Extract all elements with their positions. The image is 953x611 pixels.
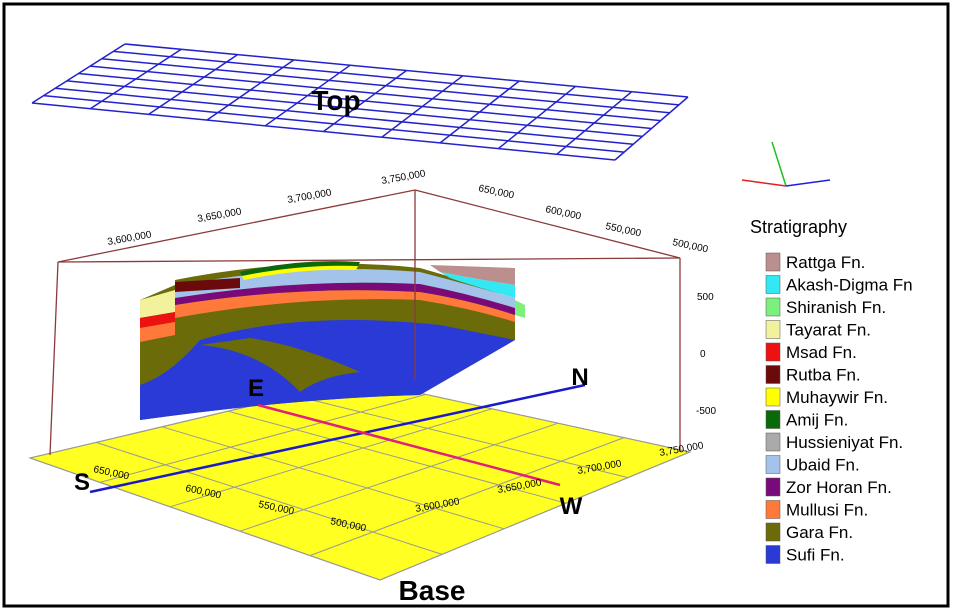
- legend-swatch: [766, 388, 780, 406]
- compass-w: W: [560, 493, 583, 520]
- legend-label: Sufi Fn.: [786, 546, 845, 565]
- compass-n: N: [571, 364, 588, 391]
- legend-label: Rattga Fn.: [786, 253, 865, 272]
- legend-swatch: [766, 366, 780, 384]
- legend-swatch: [766, 433, 780, 451]
- legend-label: Zor Horan Fn.: [786, 478, 892, 497]
- axis-label: 500: [697, 292, 714, 303]
- axis-label: 0: [700, 349, 706, 360]
- legend-swatch: [766, 321, 780, 339]
- legend-label: Amij Fn.: [786, 411, 848, 430]
- legend-swatch: [766, 456, 780, 474]
- legend-label: Akash-Digma Fn: [786, 276, 913, 295]
- figure: Top S N E W Base Stratigraphy Rattga Fn.…: [0, 0, 953, 611]
- legend-label: Ubaid Fn.: [786, 456, 860, 475]
- legend-swatch: [766, 298, 780, 316]
- legend-swatch: [766, 276, 780, 294]
- legend-swatch: [766, 343, 780, 361]
- top-label: Top: [311, 85, 360, 116]
- legend-label: Hussieniyat Fn.: [786, 433, 903, 452]
- base-label: Base: [399, 575, 466, 606]
- legend-label: Shiranish Fn.: [786, 298, 886, 317]
- legend-label: Gara Fn.: [786, 523, 853, 542]
- axis-label: -500: [696, 406, 716, 417]
- legend-swatch: [766, 411, 780, 429]
- legend-label: Rutba Fn.: [786, 366, 861, 385]
- legend-swatch: [766, 478, 780, 496]
- legend-label: Muhaywir Fn.: [786, 388, 888, 407]
- legend-label: Mullusi Fn.: [786, 501, 868, 520]
- legend-title: Stratigraphy: [750, 217, 847, 237]
- legend-label: Msad Fn.: [786, 343, 857, 362]
- legend-swatch: [766, 253, 780, 271]
- compass-s: S: [74, 469, 90, 496]
- compass-e: E: [248, 375, 264, 402]
- legend-swatch: [766, 523, 780, 541]
- legend-swatch: [766, 501, 780, 519]
- legend-swatch: [766, 546, 780, 564]
- legend-label: Tayarat Fn.: [786, 321, 871, 340]
